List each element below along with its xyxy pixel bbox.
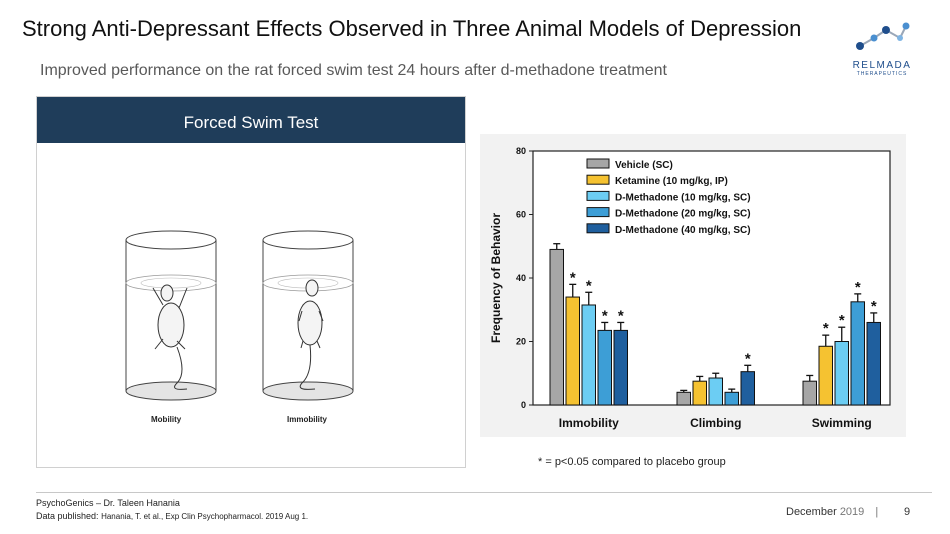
slide-date: December 2019 | [786,506,878,518]
slide-title: Strong Anti-Depressant Effects Observed … [22,16,802,41]
legend-swatch [586,158,610,169]
significance-star: * [839,312,845,329]
beakers-illustration [125,230,354,401]
immobility-label: Immobility [287,415,328,424]
relmada-logo: RELMADA THERAPEUTICS [840,16,924,78]
logo-wordmark: RELMADA [852,60,912,71]
y-axis-label: Frequency of Behavior [489,213,503,343]
date-month: December [786,506,837,518]
behavior-bar-chart: 0 20 40 60 80 Frequency of Behavior * * * * Immobi… [489,146,891,430]
y-tick-label: 40 [516,273,526,283]
legend-swatch [586,223,610,234]
significance-footnote: * = p<0.05 compared to placebo group [538,456,726,468]
bar [802,380,817,406]
x-category-label: Immobility [559,416,619,430]
y-tick-label: 0 [521,400,526,410]
bar [834,341,849,406]
y-tick-label: 60 [516,210,526,220]
immobility-beaker [262,230,354,401]
bar [597,329,612,406]
y-tick-label: 80 [516,146,526,156]
date-separator: | [875,506,879,518]
significance-star: * [570,269,576,286]
publication-label: Data published: [36,511,99,521]
legend-swatch [586,190,610,201]
date-year: 2019 [839,506,865,518]
bar [676,391,691,406]
legend-label: D-Methadone (10 mg/kg, SC) [615,192,751,203]
y-tick-label: 20 [516,337,526,347]
legend-swatch [586,207,610,218]
legend-swatch [586,174,610,185]
bar [708,377,723,406]
x-category-label: Climbing [690,416,741,430]
bar [613,329,628,406]
significance-star: * [855,279,861,296]
bar [740,371,755,406]
bar [818,345,833,406]
significance-star: * [602,307,608,324]
bar [724,391,739,406]
publication-source: Hanania, T. et al., Exp Clin Psychopharm… [101,512,309,521]
bar [565,296,580,406]
significance-star: * [618,307,624,324]
bar [866,321,881,406]
x-category-label: Swimming [812,416,872,430]
legend-label: Ketamine (10 mg/kg, IP) [615,176,728,187]
legend-label: D-Methadone (20 mg/kg, SC) [615,209,751,220]
credit-line: PsychoGenics – Dr. Taleen Hanania [36,498,180,508]
forced-swim-panel: Forced Swim Test Mobil [36,96,466,468]
mobility-label: Mobility [151,415,182,424]
bar [850,301,865,406]
panel-heading: Forced Swim Test [37,97,465,143]
significance-star: * [871,298,877,315]
bar [692,380,707,406]
slide-subtitle: Improved performance on the rat forced s… [40,62,667,79]
mobility-beaker [125,230,217,401]
page-number: 9 [904,506,911,518]
molecule-icon [856,22,910,50]
behavior-chart-area: 0 20 40 60 80 Frequency of Behavior * * * * Immobi… [480,134,906,437]
logo-tagline: THERAPEUTICS [856,71,908,77]
significance-star: * [745,350,751,367]
bar [549,248,564,406]
footer-divider [36,492,932,493]
significance-star: * [823,320,829,337]
bar [581,304,596,406]
publication-line: Data published: Hanania, T. et al., Exp … [36,511,308,521]
significance-star: * [586,277,592,294]
legend-label: D-Methadone (40 mg/kg, SC) [615,225,751,236]
legend-label: Vehicle (SC) [615,160,673,171]
